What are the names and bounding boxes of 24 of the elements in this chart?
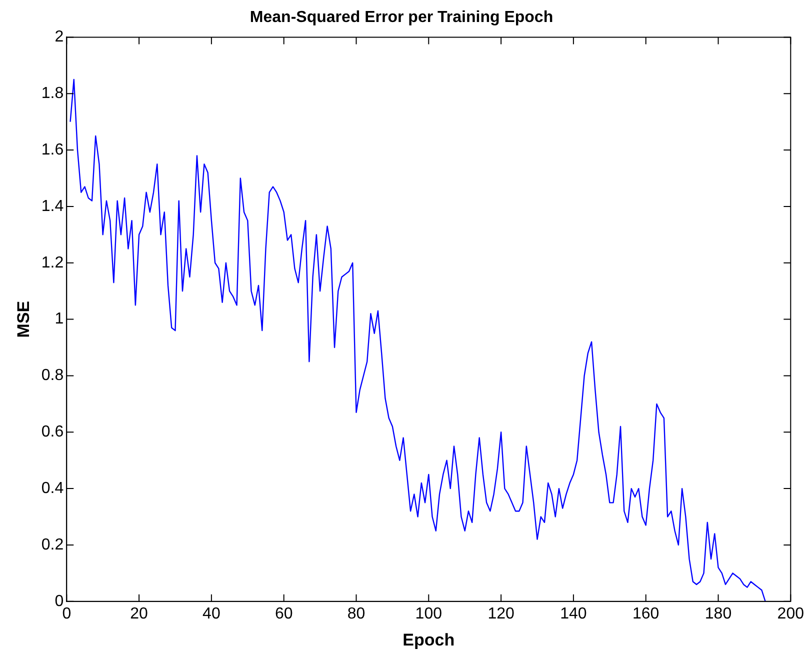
y-tick-label: 0.2 <box>41 536 64 554</box>
y-tick-label: 0.4 <box>41 480 64 497</box>
y-tick-label: 1.8 <box>41 85 64 102</box>
chart-title: Mean-Squared Error per Training Epoch <box>250 9 554 26</box>
y-tick-label: 0.8 <box>41 367 64 384</box>
x-tick-label: 200 <box>777 605 804 622</box>
x-tick-label: 120 <box>488 605 514 622</box>
y-tick-label: 0.6 <box>41 424 64 441</box>
x-tick-label: 160 <box>632 605 660 622</box>
y-axis-title: MSE <box>14 300 33 338</box>
y-tick-label: 1 <box>54 310 64 328</box>
y-tick-label: 1.2 <box>41 254 64 272</box>
x-axis-title: Epoch <box>402 630 455 650</box>
x-tick-label: 80 <box>347 605 366 622</box>
y-tick-label: 1.6 <box>41 141 64 158</box>
x-tick-label: 20 <box>130 605 148 622</box>
y-tick-label: 0 <box>54 592 64 610</box>
y-tick-label: 1.4 <box>41 198 64 215</box>
x-tick-label: 60 <box>274 605 293 622</box>
x-tick-label: 40 <box>202 605 220 622</box>
y-tick-label: 2 <box>54 28 64 46</box>
x-tick-label: 180 <box>704 605 732 622</box>
x-tick-label: 140 <box>560 605 587 622</box>
x-tick-label: 100 <box>415 605 442 622</box>
